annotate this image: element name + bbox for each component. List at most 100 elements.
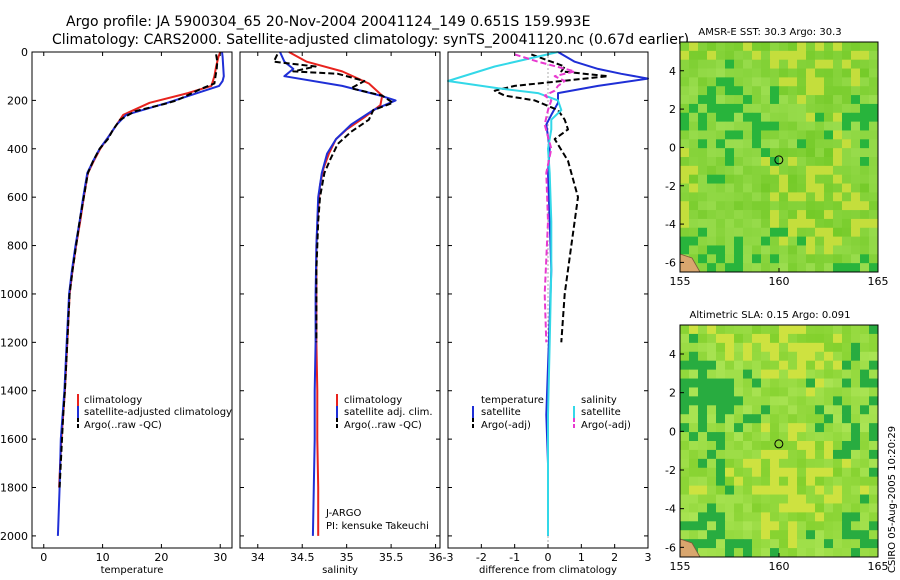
map-cell <box>770 476 780 487</box>
map-cell <box>761 95 771 105</box>
map-cell <box>743 254 753 264</box>
map-cell <box>707 236 717 246</box>
map-cell <box>860 192 870 202</box>
map-cell <box>815 548 825 558</box>
map-cell <box>761 77 771 87</box>
map-cell <box>743 148 753 158</box>
map-cell <box>842 378 852 388</box>
map-cell <box>770 192 780 202</box>
map-cell <box>851 77 861 87</box>
map-cell <box>761 254 771 264</box>
map-cell <box>770 254 780 264</box>
map-cell <box>833 351 843 362</box>
map-cell <box>797 95 807 105</box>
map-cell <box>797 50 807 61</box>
map-cell <box>806 210 816 220</box>
map-cell <box>815 458 825 469</box>
map-cell <box>851 548 861 558</box>
figure-title-line1: Argo profile: JA 5900304_65 20-Nov-2004 … <box>66 14 590 30</box>
map-cell <box>797 103 807 114</box>
argo-position-marker <box>774 155 784 165</box>
map-cell <box>779 423 789 433</box>
map-cell <box>815 485 825 495</box>
annotation-program: J-ARGO <box>325 508 362 519</box>
map-cell <box>851 236 861 246</box>
map-cell <box>869 95 879 105</box>
map-cell <box>725 414 735 424</box>
map-cell <box>689 387 699 397</box>
map-cell <box>860 458 870 469</box>
map-cell <box>716 130 726 140</box>
map-cell <box>842 360 852 371</box>
map-cell <box>743 441 753 451</box>
map-cell <box>743 530 753 540</box>
map-cell <box>761 174 771 184</box>
map-cell <box>869 165 879 176</box>
map-cell <box>833 263 843 273</box>
map-cell <box>833 236 843 246</box>
map-cell <box>725 467 735 478</box>
map-cell <box>689 503 699 513</box>
map-cell <box>833 530 843 540</box>
map-cell <box>716 351 726 362</box>
map-cell <box>824 68 834 78</box>
map-cell <box>689 95 699 105</box>
map-x-tick-label: 160 <box>769 560 790 573</box>
map-cell <box>842 449 852 460</box>
map-cell <box>698 414 708 424</box>
map-cell <box>707 42 717 52</box>
map-cell <box>797 139 807 149</box>
map-cell <box>869 521 879 531</box>
map-cell <box>815 414 825 424</box>
map-cell <box>770 414 780 424</box>
map-cell <box>707 112 717 123</box>
map-cell <box>680 130 690 140</box>
map-cell <box>824 539 834 549</box>
map-cell <box>851 42 861 52</box>
map-cell <box>824 192 834 202</box>
sst-map-title: AMSR-E SST: 30.3 Argo: 30.3 <box>698 27 841 38</box>
map-cell <box>788 192 798 202</box>
map-cell <box>680 449 690 460</box>
map-cell <box>788 263 798 273</box>
map-cell <box>833 521 843 531</box>
map-cell <box>698 360 708 371</box>
map-cell <box>842 458 852 469</box>
map-cell <box>833 494 843 504</box>
map-cell <box>833 95 843 105</box>
map-cell <box>725 503 735 513</box>
y-tick-label: 1200 <box>0 336 28 349</box>
map-cell <box>842 227 852 238</box>
map-cell <box>860 130 870 140</box>
map-cell <box>815 192 825 202</box>
map-cell <box>797 342 807 353</box>
map-cell <box>761 405 771 415</box>
map-cell <box>752 95 762 105</box>
map-cell <box>788 157 798 167</box>
map-cell <box>698 218 708 229</box>
map-cell <box>743 103 753 114</box>
map-cell <box>869 441 879 451</box>
map-cell <box>824 121 834 131</box>
map-cell <box>788 351 798 362</box>
map-x-tick-label: 165 <box>868 560 889 573</box>
map-cell <box>824 157 834 167</box>
map-cell <box>770 95 780 105</box>
map-cell <box>680 414 690 424</box>
map-cell <box>833 405 843 415</box>
map-cell <box>806 50 816 61</box>
map-cell <box>707 227 717 238</box>
map-cell <box>824 387 834 397</box>
map-cell <box>752 50 762 61</box>
map-cell <box>761 121 771 131</box>
map-cell <box>725 121 735 131</box>
map-cell <box>851 494 861 504</box>
map-cell <box>680 441 690 451</box>
map-cell <box>869 86 879 96</box>
map-cell <box>725 130 735 140</box>
map-cell <box>698 333 708 344</box>
map-cell <box>707 263 717 273</box>
map-cell <box>797 449 807 460</box>
map-cell <box>842 414 852 424</box>
map-cell <box>734 378 744 388</box>
